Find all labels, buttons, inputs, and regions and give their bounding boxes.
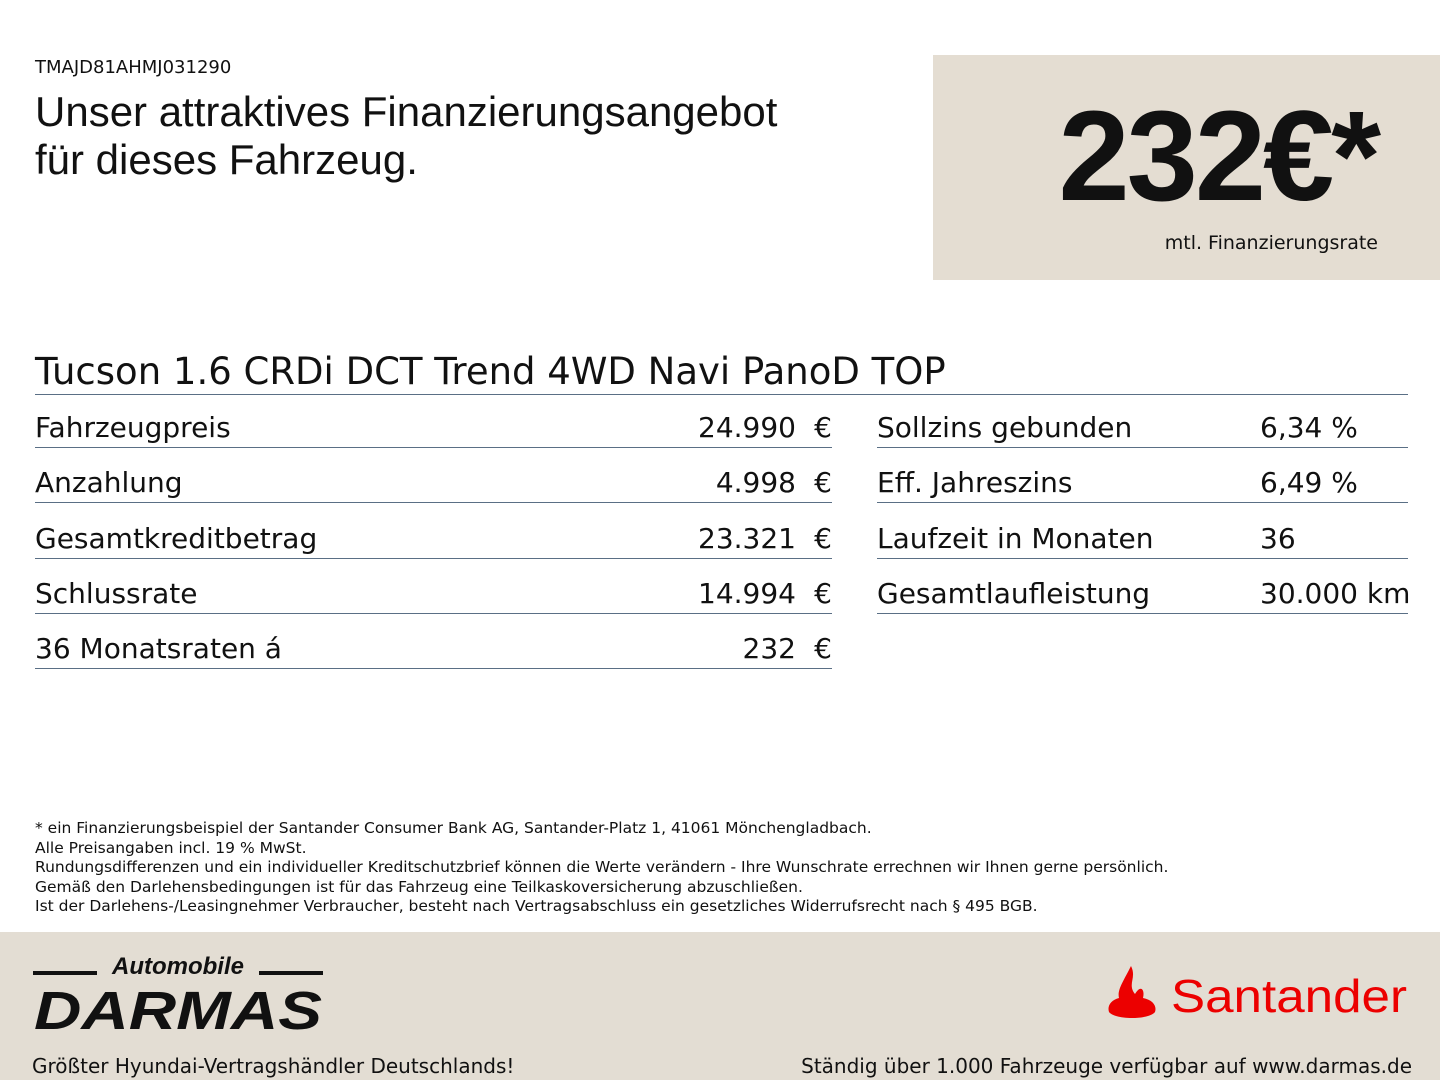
row-value: 24.990 [698,411,796,444]
row-label: Gesamtlaufleistung [877,576,1151,610]
monthly-rate: 232€* [1058,85,1381,228]
footnote: Gemäß den Darlehensbedingungen ist für d… [35,877,803,896]
finance-row: Gesamtlaufleistung 30.000 km [877,559,1411,614]
row-currency: € [814,521,832,555]
headline: Unser attraktives Finanzierungsangebot f… [35,88,915,184]
santander-logo: Santander [1108,966,1407,1022]
footnote: Alle Preisangaben incl. 19 % MwSt. [35,838,307,857]
vin: TMAJD81AHMJ031290 [35,57,232,78]
footnote: * ein Finanzierungsbeispiel der Santande… [35,819,872,837]
darmas-logo: Automobile DARMAS [33,953,323,1032]
finance-row: Laufzeit in Monaten 36 [877,504,1408,559]
finance-row: Anzahlung 4.998 € [35,448,832,504]
darmas-logo-main: DARMAS [34,981,322,1032]
row-value: 30.000 km [1260,576,1411,610]
row-label: Schlussrate [35,576,198,610]
finance-row: Schlussrate 14.994 € [35,559,832,614]
headline-line: für dieses Fahrzeug. [35,136,418,183]
row-currency: € [814,632,832,666]
row-label: Sollzins gebunden [877,411,1133,444]
row-value: 23.321 [698,521,796,555]
finance-row: Gesamtkreditbetrag 23.321 € [35,504,832,559]
dealer-slogan: Größter Hyundai-Vertragshändler Deutschl… [32,1054,515,1078]
row-label: Fahrzeugpreis [35,411,231,444]
dealer-website-text: Ständig über 1.000 Fahrzeuge verfügbar a… [801,1054,1412,1078]
finance-row: Sollzins gebunden 6,34 % [877,393,1408,448]
price-box: 232€* mtl. Finanzierungsrate [933,55,1440,280]
row-value: 14.994 [698,576,796,610]
row-value: 6,34 % [1260,411,1358,444]
footnotes: * ein Finanzierungsbeispiel der Santande… [35,819,1168,917]
footnote: Rundungsdifferenzen und ein individuelle… [35,858,1169,876]
finance-row: Eff. Jahreszins 6,49 % [877,448,1408,504]
row-label: Laufzeit in Monaten [877,521,1154,555]
row-currency: € [814,411,832,444]
santander-logo-text: Santander [1171,970,1407,1022]
row-value: 36 [1260,521,1296,555]
monthly-rate-caption: mtl. Finanzierungsrate [1164,232,1378,254]
darmas-logo-top: Automobile [111,953,244,980]
row-currency: € [814,466,832,500]
row-value: 6,49 % [1260,466,1358,500]
row-value: 4.998 [715,466,796,500]
finance-row: Fahrzeugpreis 24.990 € [35,393,832,448]
row-label: Anzahlung [35,466,183,500]
footer: Automobile DARMAS Santander Größter Hyun… [0,932,1440,1080]
row-currency: € [814,576,832,610]
finance-row: 36 Monatsraten á 232 € [35,614,832,670]
row-label: Eff. Jahreszins [877,466,1073,500]
footnote: Ist der Darlehens-/Leasingnehmer Verbrau… [35,897,1038,915]
model-title: Tucson 1.6 CRDi DCT Trend 4WD Navi PanoD… [35,350,1408,395]
headline-line: Unser attraktives Finanzierungsangebot [35,88,778,135]
row-label: Gesamtkreditbetrag [35,521,318,555]
row-label: 36 Monatsraten á [35,632,282,666]
row-value: 232 [742,632,796,666]
